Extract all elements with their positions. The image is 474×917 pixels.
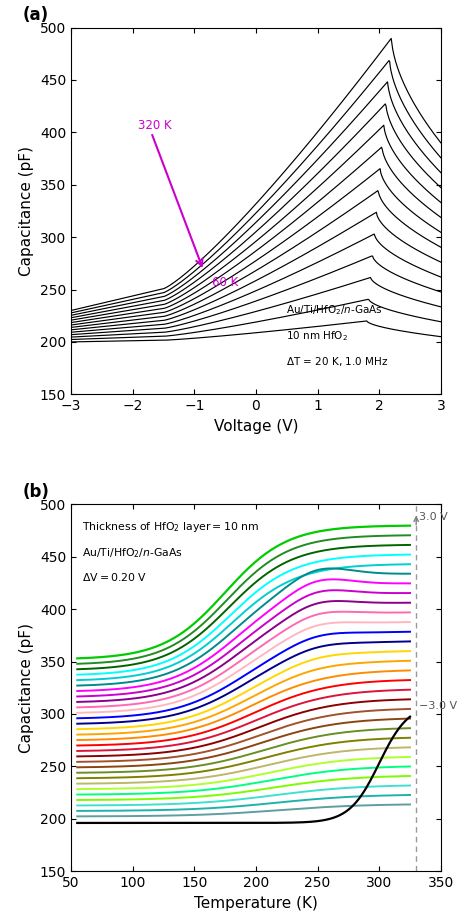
Y-axis label: Capacitance (pF): Capacitance (pF)	[19, 623, 34, 753]
Text: 320 K: 320 K	[137, 119, 171, 132]
Y-axis label: Capacitance (pF): Capacitance (pF)	[19, 146, 34, 276]
Text: 60 K: 60 K	[211, 276, 238, 290]
X-axis label: Temperature (K): Temperature (K)	[194, 896, 318, 911]
Text: $\Delta$T = 20 K, 1.0 MHz: $\Delta$T = 20 K, 1.0 MHz	[285, 355, 388, 368]
Text: Au/Ti/HfO$_2$/$n$-GaAs: Au/Ti/HfO$_2$/$n$-GaAs	[82, 546, 183, 559]
Text: 10 nm HfO$_2$: 10 nm HfO$_2$	[285, 329, 347, 343]
Text: 3.0 V: 3.0 V	[419, 512, 447, 522]
Text: (a): (a)	[23, 6, 49, 24]
Text: Au/Ti/HfO$_2$/$n$-GaAs: Au/Ti/HfO$_2$/$n$-GaAs	[285, 304, 382, 317]
Text: Thickness of HfO$_2$ layer = 10 nm: Thickness of HfO$_2$ layer = 10 nm	[82, 520, 259, 534]
Text: (b): (b)	[23, 482, 50, 501]
Text: $\Delta$V = 0.20 V: $\Delta$V = 0.20 V	[82, 571, 147, 583]
Text: −3.0 V: −3.0 V	[419, 701, 457, 711]
X-axis label: Voltage (V): Voltage (V)	[214, 419, 298, 434]
